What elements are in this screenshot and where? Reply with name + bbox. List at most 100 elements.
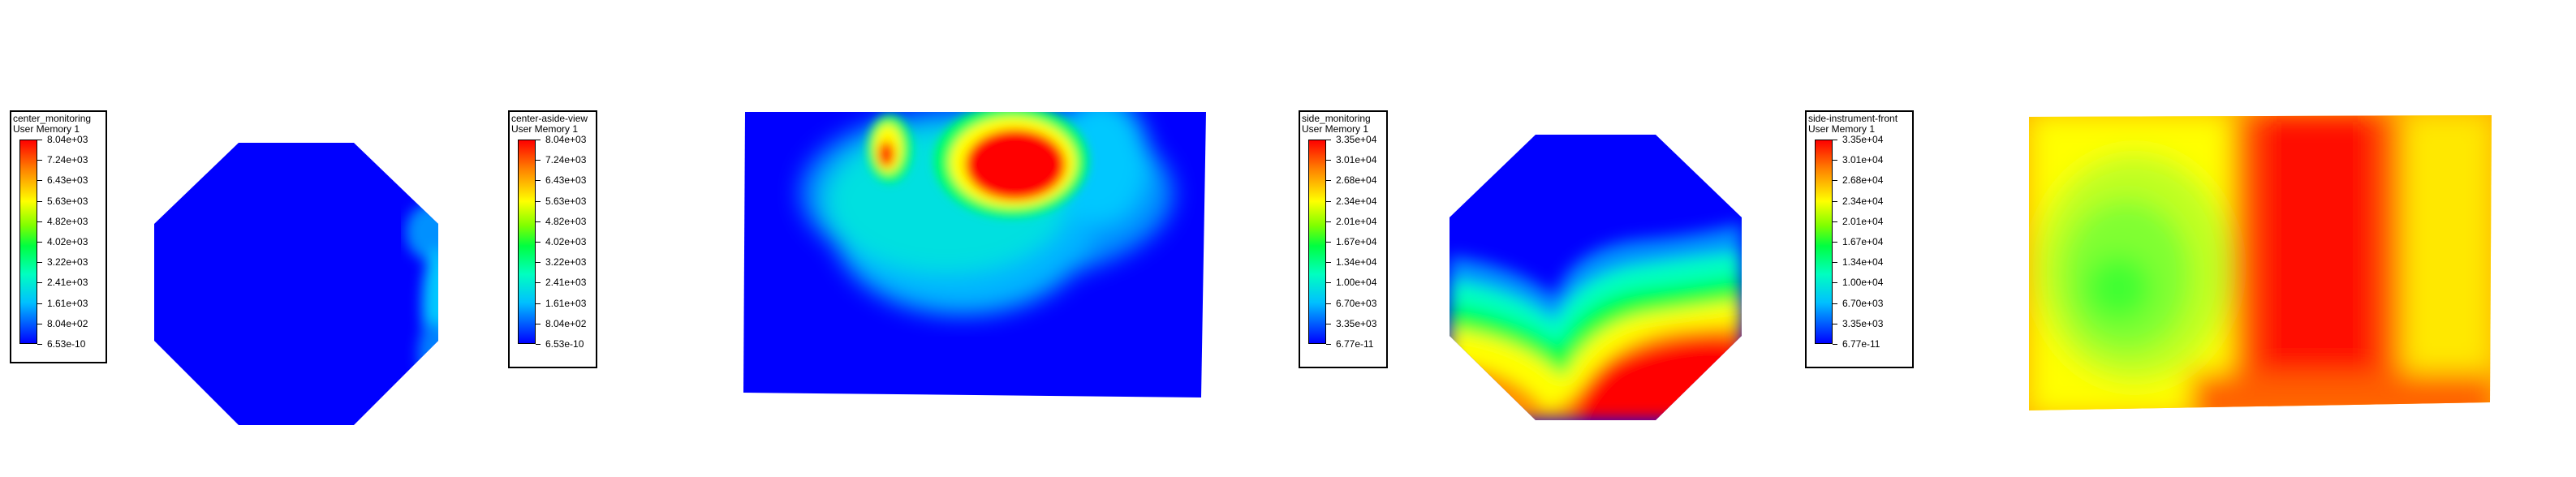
colorbar-tick [1833,200,1837,202]
colorbar-tick-label: 2.01e+04 [1842,215,1884,227]
contour-plot-center-monitoring [154,143,438,427]
legend-title: side_monitoring [1302,113,1371,124]
colorbar-tick-label: 2.41e+03 [47,277,88,289]
colorbar-tick [1833,160,1837,161]
colorbar-tick-label: 6.53e-10 [545,338,584,350]
colorbar-tick-label: 3.01e+04 [1842,154,1884,166]
legend-subtitle: User Memory 1 [1808,123,1876,135]
colorbar-tick [1326,303,1331,304]
colorbar-tick-label: 8.04e+03 [545,134,587,145]
colorbar-tick [1833,344,1837,345]
colorbar-tick-label: 1.34e+04 [1842,256,1884,269]
colorbar-tick [536,282,541,284]
colorbar [1308,140,1326,344]
colorbar-tick [1326,221,1331,222]
colorbar-tick [536,303,541,304]
legend-subtitle: User Memory 1 [1302,123,1369,135]
colorbar-tick-label: 6.43e+03 [47,174,88,187]
contour-svg [743,112,1206,398]
colorbar-tick [1326,242,1331,243]
colorbar-tick [1833,242,1837,243]
colorbar [518,140,536,344]
colorbar-tick-label: 6.70e+03 [1842,297,1884,309]
colorbar-tick-label: 8.04e+02 [47,317,88,329]
legend-center-monitoring: center_monitoring User Memory 1 8.04e+03… [10,110,107,363]
legend-subtitle: User Memory 1 [511,123,579,135]
legend-center-aside-view: center-aside-view User Memory 1 8.04e+03… [508,110,597,368]
contour-svg [154,143,438,425]
colorbar-tick [1833,180,1837,182]
colorbar-tick-label: 6.53e-10 [47,338,86,350]
colorbar-tick [1326,200,1331,202]
colorbar-tick [536,344,541,345]
colorbar-tick-label: 1.00e+04 [1336,277,1377,289]
colorbar-tick-label: 1.00e+04 [1842,277,1884,289]
colorbar-tick-label: 2.41e+03 [545,277,587,289]
colorbar-tick-label: 2.34e+04 [1336,195,1377,207]
colorbar-tick-label: 7.24e+03 [545,154,587,166]
colorbar-tick-label: 4.02e+03 [47,236,88,247]
colorbar-tick [1833,303,1837,304]
colorbar-tick [37,344,42,345]
colorbar-tick [536,242,541,243]
colorbar-tick-label: 3.35e+03 [1336,317,1377,329]
legend-side-monitoring: side_monitoring User Memory 1 3.35e+04 3.… [1299,110,1388,368]
colorbar-tick [37,221,42,222]
contour-plot-side-monitoring [1450,135,1742,420]
colorbar-tick [37,262,42,264]
contour-svg [2029,115,2492,410]
colorbar-tick [1326,282,1331,284]
colorbar-tick-label: 3.22e+03 [47,256,88,269]
colorbar-tick-label: 3.35e+04 [1336,134,1377,145]
colorbar [1815,140,1833,344]
colorbar-tick [536,200,541,202]
colorbar-tick-label: 5.63e+03 [47,195,88,207]
colorbar-tick [1326,180,1331,182]
colorbar-tick [536,262,541,264]
colorbar-tick-label: 6.77e-11 [1842,338,1880,350]
colorbar-tick-label: 1.67e+04 [1842,236,1884,247]
colorbar-tick [1326,262,1331,264]
colorbar-tick-label: 4.02e+03 [545,236,587,247]
colorbar-tick [37,303,42,304]
colorbar-tick-label: 1.61e+03 [47,297,88,309]
colorbar-tick [1833,221,1837,222]
colorbar-tick-label: 4.82e+03 [545,215,587,227]
colorbar-tick-label: 6.70e+03 [1336,297,1377,309]
colorbar-tick [536,160,541,161]
contour-plot-center-aside-view [743,104,1206,406]
colorbar-tick-label: 1.61e+03 [545,297,587,309]
colorbar-tick-label: 2.68e+04 [1842,174,1884,187]
colorbar-tick-label: 6.43e+03 [545,174,587,187]
colorbar-tick-label: 7.24e+03 [47,154,88,166]
colorbar-tick-label: 3.22e+03 [545,256,587,269]
colorbar-tick-label: 2.34e+04 [1842,195,1884,207]
colorbar-tick [1326,344,1331,345]
colorbar-tick [1833,262,1837,264]
colorbar-tick-label: 6.77e-11 [1336,338,1374,350]
colorbar-tick-label: 3.35e+04 [1842,134,1884,145]
colorbar-tick-label: 2.01e+04 [1336,215,1377,227]
legend-title: center_monitoring [13,113,92,124]
colorbar-tick [37,242,42,243]
colorbar-tick [1833,282,1837,284]
colorbar-tick-label: 3.35e+03 [1842,317,1884,329]
colorbar-tick [37,282,42,284]
colorbar-tick-label: 1.34e+04 [1336,256,1377,269]
colorbar-tick-label: 2.68e+04 [1336,174,1377,187]
colorbar-tick [536,180,541,182]
colorbar [19,140,37,344]
colorbar-tick-label: 8.04e+02 [545,317,587,329]
contour-plot-side-instrument-front [2029,114,2492,415]
colorbar-tick [37,180,42,182]
colorbar-tick-label: 4.82e+03 [47,215,88,227]
legend-side-instrument-front: side-instrument-front User Memory 1 3.35… [1805,110,1914,368]
legend-title: side-instrument-front [1808,113,1898,124]
colorbar-tick [536,221,541,222]
colorbar-tick-label: 5.63e+03 [545,195,587,207]
colorbar-tick [37,160,42,161]
colorbar-tick-label: 3.01e+04 [1336,154,1377,166]
colorbar-tick [37,200,42,202]
colorbar-tick-label: 8.04e+03 [47,134,88,145]
colorbar-tick [1326,160,1331,161]
